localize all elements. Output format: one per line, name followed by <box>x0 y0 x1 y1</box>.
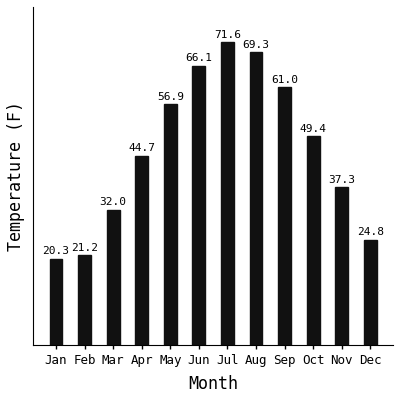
Bar <box>78 255 91 345</box>
X-axis label: Month: Month <box>188 375 238 393</box>
Bar <box>192 66 205 345</box>
Text: 32.0: 32.0 <box>100 197 127 207</box>
Bar <box>307 136 320 345</box>
Bar <box>50 259 62 345</box>
Text: 37.3: 37.3 <box>328 175 355 185</box>
Bar <box>278 87 291 345</box>
Bar <box>364 240 377 345</box>
Bar <box>250 52 262 345</box>
Bar <box>221 42 234 345</box>
Text: 20.3: 20.3 <box>42 246 70 256</box>
Text: 66.1: 66.1 <box>185 53 212 63</box>
Text: 61.0: 61.0 <box>271 75 298 85</box>
Text: 24.8: 24.8 <box>357 228 384 238</box>
Bar <box>164 104 177 345</box>
Y-axis label: Temperature (F): Temperature (F) <box>7 101 25 251</box>
Text: 49.4: 49.4 <box>300 124 327 134</box>
Text: 69.3: 69.3 <box>242 40 270 50</box>
Bar <box>335 187 348 345</box>
Text: 71.6: 71.6 <box>214 30 241 40</box>
Bar <box>135 156 148 345</box>
Text: 21.2: 21.2 <box>71 243 98 253</box>
Text: 56.9: 56.9 <box>157 92 184 102</box>
Text: 44.7: 44.7 <box>128 144 155 154</box>
Bar <box>107 210 120 345</box>
